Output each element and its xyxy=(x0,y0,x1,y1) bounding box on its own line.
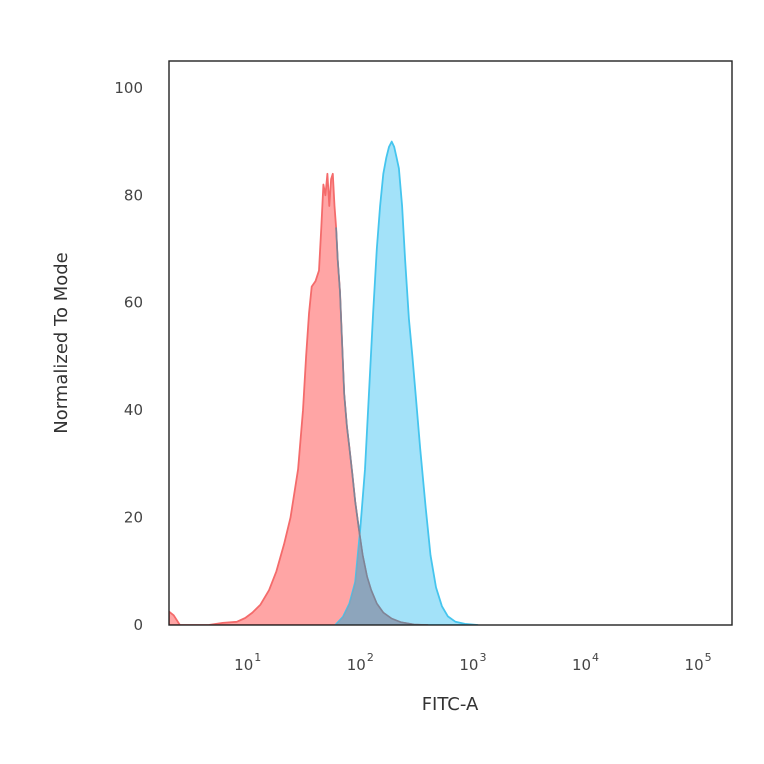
series-1-outline-top xyxy=(335,227,429,625)
y-tick-label: 100 xyxy=(114,79,143,97)
series-2-area xyxy=(334,140,479,625)
plot-area xyxy=(169,140,479,625)
y-tick-label: 60 xyxy=(124,294,143,312)
x-tick-label: 105 xyxy=(685,651,712,674)
x-axis-title: FITC-A xyxy=(422,694,479,715)
x-tick-label: 104 xyxy=(572,651,599,674)
x-tick-label: 101 xyxy=(234,651,261,674)
y-tick-label: 80 xyxy=(124,186,143,204)
y-tick-label: 0 xyxy=(133,616,143,634)
y-axis: 0 20 40 60 80 100 xyxy=(114,79,143,634)
x-axis: 101 102 103 104 105 xyxy=(234,651,711,674)
x-tick-label: 103 xyxy=(459,651,486,674)
overlap-region xyxy=(335,537,429,625)
y-tick-label: 20 xyxy=(124,509,143,527)
plot-frame xyxy=(168,60,733,626)
y-tick-label: 40 xyxy=(124,401,143,419)
y-axis-title: Normalized To Mode xyxy=(51,252,72,434)
x-tick-label: 102 xyxy=(347,651,374,674)
